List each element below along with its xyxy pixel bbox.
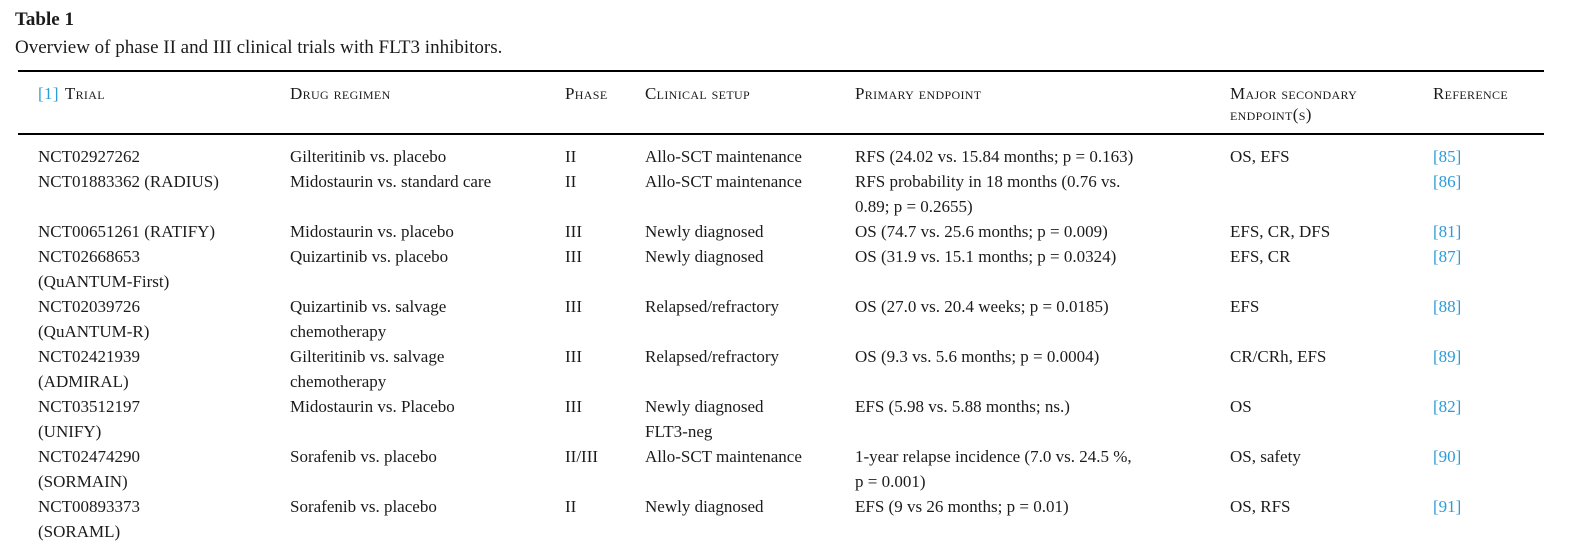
cell-reference: [91]: [1433, 494, 1544, 550]
cell-drug-regimen: Sorafenib vs. placebo: [290, 497, 437, 516]
cell-clinical-setup: Newly diagnosed: [645, 222, 764, 241]
cell-secondary-endpoints: [1230, 169, 1433, 219]
cell-phase: II: [565, 497, 577, 516]
cell-primary-endpoint: RFS (24.02 vs. 15.84 months; p = 0.163): [855, 147, 1134, 166]
col-header-trial: [1] Trial: [18, 71, 290, 135]
cell-trial: NCT03512197 (UNIFY): [38, 397, 140, 441]
cell-primary-endpoint: 1-year relapse incidence (7.0 vs. 24.5 %…: [855, 447, 1132, 491]
col-header-drug-regimen: Drug regimen: [290, 71, 565, 135]
table-row: NCT02474290 (SORMAIN) Sorafenib vs. plac…: [18, 444, 1544, 494]
cell-primary-endpoint: OS (31.9 vs. 15.1 months; p = 0.0324): [855, 247, 1117, 266]
cell-drug-regimen: Gilteritinib vs. placebo: [290, 147, 447, 166]
cell-trial: NCT02668653 (QuANTUM-First): [38, 247, 170, 291]
col-header-trial-label: Trial: [64, 84, 105, 103]
cell-primary-endpoint: RFS probability in 18 months (0.76 vs. 0…: [855, 172, 1121, 216]
cell-clinical-setup: Newly diagnosed FLT3-neg: [645, 397, 764, 441]
cell-drug-regimen: Midostaurin vs. standard care: [290, 172, 492, 191]
table-caption: Overview of phase II and III clinical tr…: [15, 37, 503, 58]
cell-clinical-setup: Newly diagnosed: [645, 247, 764, 266]
reference-link[interactable]: [82]: [1433, 397, 1462, 416]
col-header-phase: Phase: [565, 71, 645, 135]
cell-reference: [87]: [1433, 244, 1544, 294]
reference-link[interactable]: [85]: [1433, 147, 1462, 166]
reference-link[interactable]: [90]: [1433, 447, 1462, 466]
cell-secondary-endpoints: EFS: [1230, 297, 1260, 316]
cell-drug-regimen: Sorafenib vs. placebo: [290, 447, 437, 466]
cell-phase: III: [565, 297, 582, 316]
reference-link[interactable]: [81]: [1433, 222, 1462, 241]
cell-reference: [88]: [1433, 294, 1544, 344]
cell-phase: III: [565, 397, 582, 416]
table-row: NCT02927262 Gilteritinib vs. placebo II …: [18, 134, 1544, 169]
cell-trial: NCT02474290 (SORMAIN): [38, 447, 140, 491]
cell-secondary-endpoints: OS: [1230, 397, 1252, 416]
cell-reference: [82]: [1433, 394, 1544, 444]
table-row: NCT03512197 (UNIFY) Midostaurin vs. Plac…: [18, 394, 1544, 444]
table-row: NCT02039726 (QuANTUM-R) Quizartinib vs. …: [18, 294, 1544, 344]
cell-trial: NCT01883362 (RADIUS): [38, 172, 219, 191]
cell-reference: [85]: [1433, 134, 1544, 169]
cell-clinical-setup: Allo-SCT maintenance: [645, 447, 802, 466]
cell-phase: III: [565, 347, 582, 366]
cell-secondary-endpoints: OS, safety: [1230, 447, 1301, 466]
cell-primary-endpoint: EFS (9 vs 26 months; p = 0.01): [855, 497, 1069, 516]
cell-trial: NCT02039726 (QuANTUM-R): [38, 297, 150, 341]
table-row: NCT00893373 (SORAML) Sorafenib vs. place…: [18, 494, 1544, 550]
cell-clinical-setup: Newly diagnosed: [645, 497, 764, 516]
reference-link[interactable]: [89]: [1433, 347, 1462, 366]
col-header-clinical-setup: Clinical setup: [645, 71, 855, 135]
table-row: NCT01883362 (RADIUS) Midostaurin vs. sta…: [18, 169, 1544, 219]
table-row: NCT02421939 (ADMIRAL) Gilteritinib vs. s…: [18, 344, 1544, 394]
cell-phase: II: [565, 172, 577, 191]
col-header-primary-endpoint: Primary endpoint: [855, 71, 1230, 135]
table-title: Table 1: [15, 9, 74, 30]
cell-primary-endpoint: OS (74.7 vs. 25.6 months; p = 0.009): [855, 222, 1108, 241]
cell-secondary-endpoints: OS, RFS: [1230, 497, 1291, 516]
cell-clinical-setup: Relapsed/refractory: [645, 297, 780, 316]
cell-clinical-setup: Relapsed/refractory: [645, 347, 780, 366]
cell-secondary-endpoints: EFS, CR, DFS: [1230, 222, 1331, 241]
header-row: [1] Trial Drug regimen Phase Clinical set…: [18, 71, 1544, 135]
reference-link[interactable]: [88]: [1433, 297, 1462, 316]
trial-citation-link[interactable]: [1]: [38, 84, 59, 103]
reference-link[interactable]: [91]: [1433, 497, 1462, 516]
cell-drug-regimen: Gilteritinib vs. salvage chemotherapy: [290, 347, 445, 391]
cell-primary-endpoint: OS (9.3 vs. 5.6 months; p = 0.0004): [855, 347, 1100, 366]
cell-reference: [86]: [1433, 169, 1544, 219]
cell-trial: NCT00651261 (RATIFY): [38, 222, 216, 241]
table-row: NCT00651261 (RATIFY) Midostaurin vs. pla…: [18, 219, 1544, 244]
cell-drug-regimen: Quizartinib vs. salvage chemotherapy: [290, 297, 447, 341]
cell-reference: [90]: [1433, 444, 1544, 494]
cell-clinical-setup: Allo-SCT maintenance: [645, 147, 802, 166]
cell-primary-endpoint: EFS (5.98 vs. 5.88 months; ns.): [855, 397, 1070, 416]
cell-phase: III: [565, 247, 582, 266]
reference-link[interactable]: [86]: [1433, 172, 1462, 191]
cell-drug-regimen: Midostaurin vs. Placebo: [290, 397, 455, 416]
cell-secondary-endpoints: EFS, CR: [1230, 247, 1291, 266]
cell-trial: NCT00893373 (SORAML): [38, 497, 140, 541]
cell-drug-regimen: Quizartinib vs. placebo: [290, 247, 449, 266]
cell-trial: NCT02927262: [38, 147, 140, 166]
cell-primary-endpoint: OS (27.0 vs. 20.4 weeks; p = 0.0185): [855, 297, 1109, 316]
col-header-secondary-endpoints: Major secondary endpoint(s): [1230, 71, 1433, 135]
reference-link[interactable]: [87]: [1433, 247, 1462, 266]
col-header-reference: Reference: [1433, 71, 1544, 135]
cell-secondary-endpoints: CR/CRh, EFS: [1230, 347, 1327, 366]
cell-phase: II/III: [565, 447, 599, 466]
clinical-trials-table: [1] Trial Drug regimen Phase Clinical set…: [18, 70, 1544, 550]
cell-drug-regimen: Midostaurin vs. placebo: [290, 222, 454, 241]
cell-secondary-endpoints: OS, EFS: [1230, 147, 1290, 166]
table-row: NCT02668653 (QuANTUM-First) Quizartinib …: [18, 244, 1544, 294]
cell-clinical-setup: Allo-SCT maintenance: [645, 172, 802, 191]
cell-phase: II: [565, 147, 577, 166]
cell-trial: NCT02421939 (ADMIRAL): [38, 347, 140, 391]
cell-reference: [81]: [1433, 219, 1544, 244]
cell-phase: III: [565, 222, 582, 241]
cell-reference: [89]: [1433, 344, 1544, 394]
